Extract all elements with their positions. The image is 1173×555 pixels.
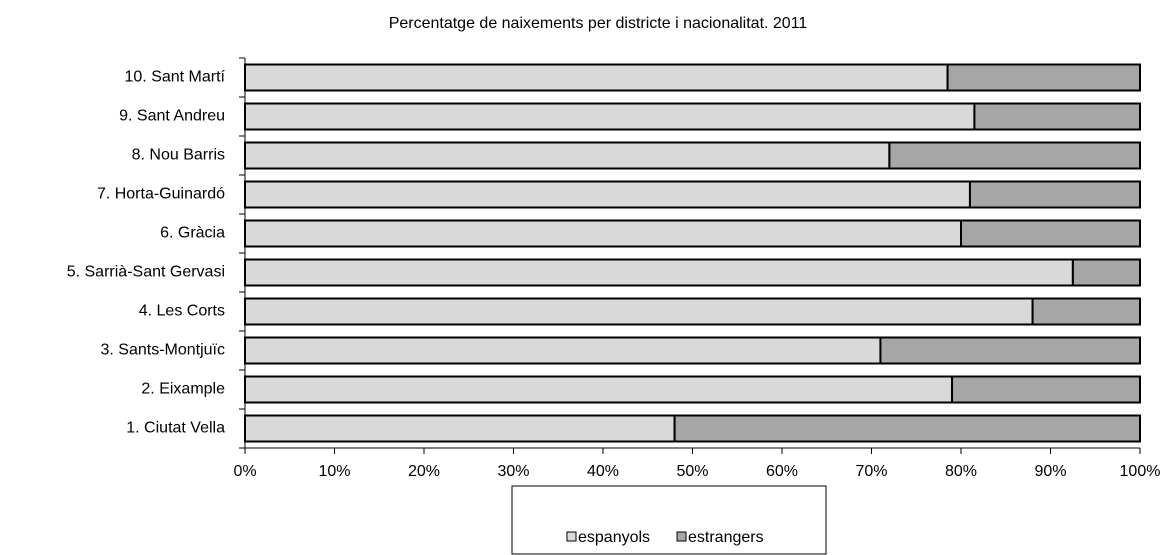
- chart-title: Percentatge de naixements per districte …: [389, 15, 808, 32]
- bar-segment: [244, 102, 976, 131]
- legend-box: [511, 485, 827, 555]
- bar-segment: [244, 141, 891, 170]
- legend-swatch: [676, 531, 687, 542]
- bar-segment: [968, 180, 1142, 209]
- bar-segment: [960, 219, 1141, 248]
- x-tick-label: 30%: [497, 463, 529, 480]
- bar-segment: [244, 297, 1034, 326]
- y-tick-label: 2. Eixample: [141, 381, 225, 398]
- x-tick-label: 80%: [945, 463, 977, 480]
- y-tick-label: 10. Sant Martí: [125, 69, 226, 86]
- x-tick-label: 50%: [676, 463, 708, 480]
- bar-segment: [244, 219, 962, 248]
- y-tick-label: 9. Sant Andreu: [119, 108, 225, 125]
- x-tick-label: 60%: [766, 463, 798, 480]
- y-tick-label: 6. Gràcia: [160, 225, 225, 242]
- y-tick-label: 3. Sants-Montjuïc: [101, 342, 226, 359]
- y-tick-label: 8. Nou Barris: [132, 147, 225, 164]
- bar-segment: [951, 375, 1141, 404]
- legend-label: espanyols: [578, 529, 650, 546]
- bar-segment: [888, 141, 1142, 170]
- bar-segment: [244, 258, 1074, 287]
- bar-segment: [244, 336, 882, 365]
- bar-segment: [1071, 258, 1141, 287]
- x-tick-label: 40%: [587, 463, 619, 480]
- bar-segment: [946, 63, 1142, 92]
- y-tick-label: 7. Horta-Guinardó: [97, 186, 225, 203]
- bar-segment: [673, 414, 1141, 443]
- bar-segment: [244, 180, 971, 209]
- bar-segment: [973, 102, 1141, 131]
- x-tick-label: 70%: [855, 463, 887, 480]
- x-tick-label: 10%: [318, 463, 350, 480]
- y-tick-label: 1. Ciutat Vella: [126, 420, 225, 437]
- bar-segment: [244, 414, 676, 443]
- bar-segment: [244, 63, 949, 92]
- x-tick-label: 100%: [1120, 463, 1161, 480]
- legend-label: estrangers: [688, 529, 764, 546]
- bar-segment: [244, 375, 954, 404]
- x-tick-label: 0%: [233, 463, 256, 480]
- bar-segment: [879, 336, 1141, 365]
- y-tick-label: 4. Les Corts: [139, 303, 225, 320]
- y-tick-label: 5. Sarrià-Sant Gervasi: [67, 264, 225, 281]
- legend-swatch: [566, 531, 577, 542]
- bar-segment: [1031, 297, 1141, 326]
- x-tick-label: 90%: [1034, 463, 1066, 480]
- x-tick-label: 20%: [408, 463, 440, 480]
